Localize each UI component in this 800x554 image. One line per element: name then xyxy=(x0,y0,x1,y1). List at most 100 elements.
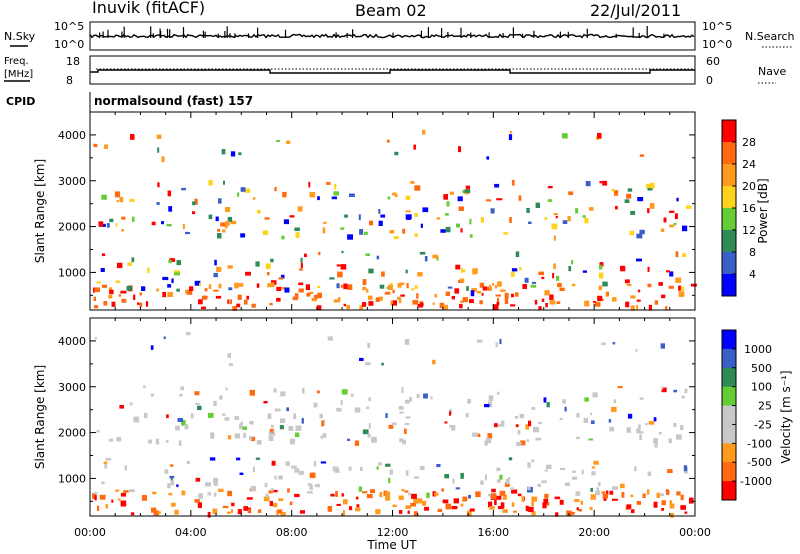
heatmap-cell xyxy=(494,183,500,188)
heatmap-cell xyxy=(442,499,449,504)
heatmap-cell xyxy=(376,255,380,260)
heatmap-cell xyxy=(525,505,529,512)
heatmap-cell xyxy=(598,482,601,487)
heatmap-cell xyxy=(497,506,504,510)
heatmap-cell xyxy=(224,417,230,421)
heatmap-cell xyxy=(309,485,313,490)
heatmap-cell xyxy=(590,494,596,500)
heatmap-cell xyxy=(295,425,302,431)
heatmap-cell xyxy=(676,197,679,202)
heatmap-cell xyxy=(665,306,668,311)
heatmap-cell xyxy=(102,284,107,288)
heatmap-cell xyxy=(477,433,481,437)
heatmap-cell xyxy=(93,492,98,495)
heatmap-cell xyxy=(157,147,160,153)
heatmap-cell xyxy=(639,154,645,157)
colorbar-swatch xyxy=(722,348,736,369)
heatmap-cell xyxy=(165,439,169,443)
heatmap-cell xyxy=(174,509,179,515)
y-tick-label: 1000 xyxy=(58,266,86,279)
colorbar-tick-label: 16 xyxy=(742,202,756,215)
heatmap-cell xyxy=(487,401,493,408)
heatmap-cell xyxy=(660,343,665,349)
heatmap-cell xyxy=(184,424,189,430)
heatmap-cell xyxy=(273,388,277,393)
heatmap-cell xyxy=(238,152,242,156)
heatmap-cell xyxy=(368,268,374,274)
heatmap-cell xyxy=(549,294,554,300)
heatmap-cell xyxy=(397,283,402,288)
heatmap-cell xyxy=(308,181,311,188)
heatmap-cell xyxy=(661,294,666,299)
heatmap-cell xyxy=(648,421,655,425)
heatmap-cell xyxy=(446,201,450,207)
heatmap-cell xyxy=(385,491,391,497)
heatmap-cell xyxy=(634,466,637,472)
heatmap-cell xyxy=(111,301,116,307)
heatmap-cell xyxy=(213,400,217,407)
heatmap-cell xyxy=(414,233,418,237)
heatmap-cell xyxy=(227,490,232,497)
heatmap-cell xyxy=(210,432,214,438)
heatmap-cell xyxy=(141,286,146,291)
heatmap-cell xyxy=(157,511,161,514)
heatmap-cell xyxy=(284,287,290,293)
heatmap-cell xyxy=(500,502,505,509)
heatmap-cell xyxy=(129,402,133,406)
heatmap-cell xyxy=(348,466,352,471)
heatmap-cell xyxy=(576,413,580,418)
heatmap-cell xyxy=(126,285,132,291)
heatmap-cell xyxy=(647,208,650,214)
heatmap-cell xyxy=(162,292,166,298)
heatmap-cell xyxy=(559,467,566,470)
heatmap-cell xyxy=(557,282,562,288)
heatmap-cell xyxy=(170,477,173,483)
heatmap-cell xyxy=(626,283,632,287)
heatmap-cell xyxy=(414,212,418,217)
heatmap-cell xyxy=(101,481,105,485)
heatmap-cell xyxy=(130,512,135,516)
heatmap-cell xyxy=(401,439,406,445)
heatmap-cell xyxy=(669,224,674,228)
heatmap-cell xyxy=(96,281,101,284)
heatmap-cell xyxy=(253,197,256,200)
heatmap-cell xyxy=(627,413,633,419)
heatmap-cell xyxy=(491,493,497,500)
heatmap-cell xyxy=(468,494,471,499)
heatmap-cell xyxy=(224,225,228,229)
heatmap-cell xyxy=(496,467,501,472)
heatmap-cell xyxy=(360,467,363,471)
heatmap-cell xyxy=(521,496,525,502)
heatmap-cell xyxy=(502,509,508,513)
heatmap-cell xyxy=(359,357,364,361)
heatmap-cell xyxy=(533,426,539,433)
heatmap-cell xyxy=(298,282,304,286)
heatmap-cell xyxy=(422,500,427,506)
heatmap-cell xyxy=(621,492,625,498)
heatmap-cell xyxy=(661,500,666,506)
heatmap-cell xyxy=(341,389,348,395)
heatmap-cell xyxy=(347,234,353,240)
heatmap-cell xyxy=(219,395,223,400)
heatmap-cell xyxy=(289,501,293,506)
heatmap-cell xyxy=(271,424,274,428)
heatmap-cell xyxy=(264,217,270,220)
heatmap-cell xyxy=(511,502,515,507)
heatmap-cell xyxy=(538,421,542,424)
y-tick-label: 1000 xyxy=(58,472,86,485)
heatmap-cell xyxy=(101,253,106,257)
heatmap-cell xyxy=(336,407,342,412)
heatmap-cell xyxy=(300,257,303,263)
heatmap-cell xyxy=(451,506,458,510)
heatmap-cell xyxy=(462,496,468,502)
heatmap-cell xyxy=(129,489,135,493)
heatmap-cell xyxy=(411,493,417,499)
heatmap-cell xyxy=(492,304,499,310)
heatmap-cell xyxy=(117,498,121,501)
heatmap-cell xyxy=(393,236,399,240)
heatmap-cell xyxy=(279,418,286,424)
heatmap-cell xyxy=(164,469,169,474)
colorbar-frame xyxy=(721,329,737,501)
heatmap-cell xyxy=(317,196,320,201)
heatmap-cell xyxy=(131,257,135,263)
